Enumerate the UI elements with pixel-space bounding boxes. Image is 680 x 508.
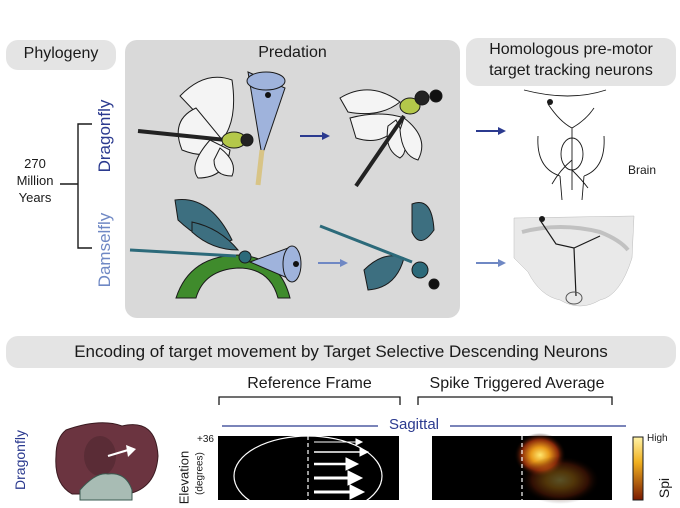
predation-panel	[125, 40, 460, 318]
dragonfly-label: Dragonfly	[95, 99, 114, 173]
bottom-dragonfly-label: Dragonfly	[12, 430, 28, 490]
neurons-title-pill	[466, 38, 676, 86]
predation-heading: Predation	[258, 44, 327, 61]
colorbar-high-label: High	[647, 433, 668, 444]
colorbar-axis-label: Spi	[656, 477, 672, 499]
time-value: 270	[24, 156, 46, 171]
reference-frame-heading: Reference Frame	[247, 375, 372, 392]
elevation-label: Elevation	[176, 450, 192, 505]
phylogeny-heading: Phylogeny	[23, 45, 99, 62]
brain-label: Brain	[628, 163, 657, 177]
elevation-units: (degrees)	[194, 452, 206, 495]
sta-heading: Spike Triggered Average	[429, 375, 605, 392]
sagittal-label: Sagittal	[388, 416, 440, 433]
neurons-title-line1: Homologous pre-motor	[489, 41, 653, 58]
time-years: Years	[18, 190, 52, 205]
damselfly-label: Damselfly	[95, 212, 114, 288]
elevation-max-tick: +36	[197, 434, 214, 445]
time-unit: Million	[16, 173, 54, 188]
phylogeny-pill	[6, 40, 116, 70]
bottom-title-pill	[6, 336, 676, 368]
neurons-title-line2: target tracking neurons	[489, 62, 653, 79]
bottom-title: Encoding of target movement by Target Se…	[74, 342, 608, 361]
